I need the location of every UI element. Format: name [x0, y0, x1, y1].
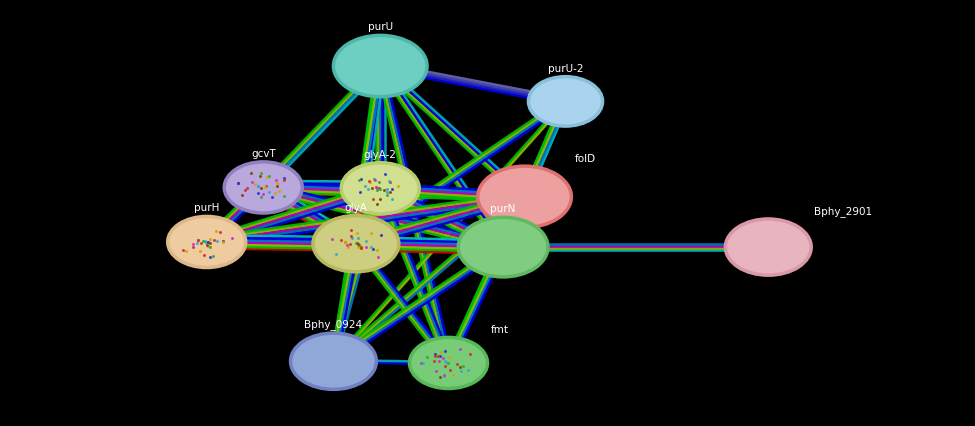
Ellipse shape [291, 333, 376, 389]
Text: gcvT: gcvT [251, 149, 276, 159]
Ellipse shape [224, 162, 302, 213]
Text: glyA: glyA [344, 202, 368, 213]
Text: purU-2: purU-2 [548, 63, 583, 74]
Ellipse shape [410, 337, 488, 389]
Text: purU: purU [368, 22, 393, 32]
Ellipse shape [528, 77, 603, 126]
Ellipse shape [168, 216, 246, 268]
Text: purN: purN [490, 204, 516, 214]
Ellipse shape [333, 35, 427, 97]
Ellipse shape [725, 219, 811, 275]
Text: fmt: fmt [490, 325, 509, 335]
Text: folD: folD [574, 154, 596, 164]
Text: purH: purH [194, 203, 219, 213]
Ellipse shape [458, 217, 548, 277]
Ellipse shape [313, 216, 399, 272]
Ellipse shape [478, 166, 571, 227]
Text: Bphy_2901: Bphy_2901 [814, 206, 873, 217]
Text: Bphy_0924: Bphy_0924 [304, 319, 363, 330]
Ellipse shape [341, 163, 419, 214]
Text: glyA-2: glyA-2 [364, 150, 397, 160]
